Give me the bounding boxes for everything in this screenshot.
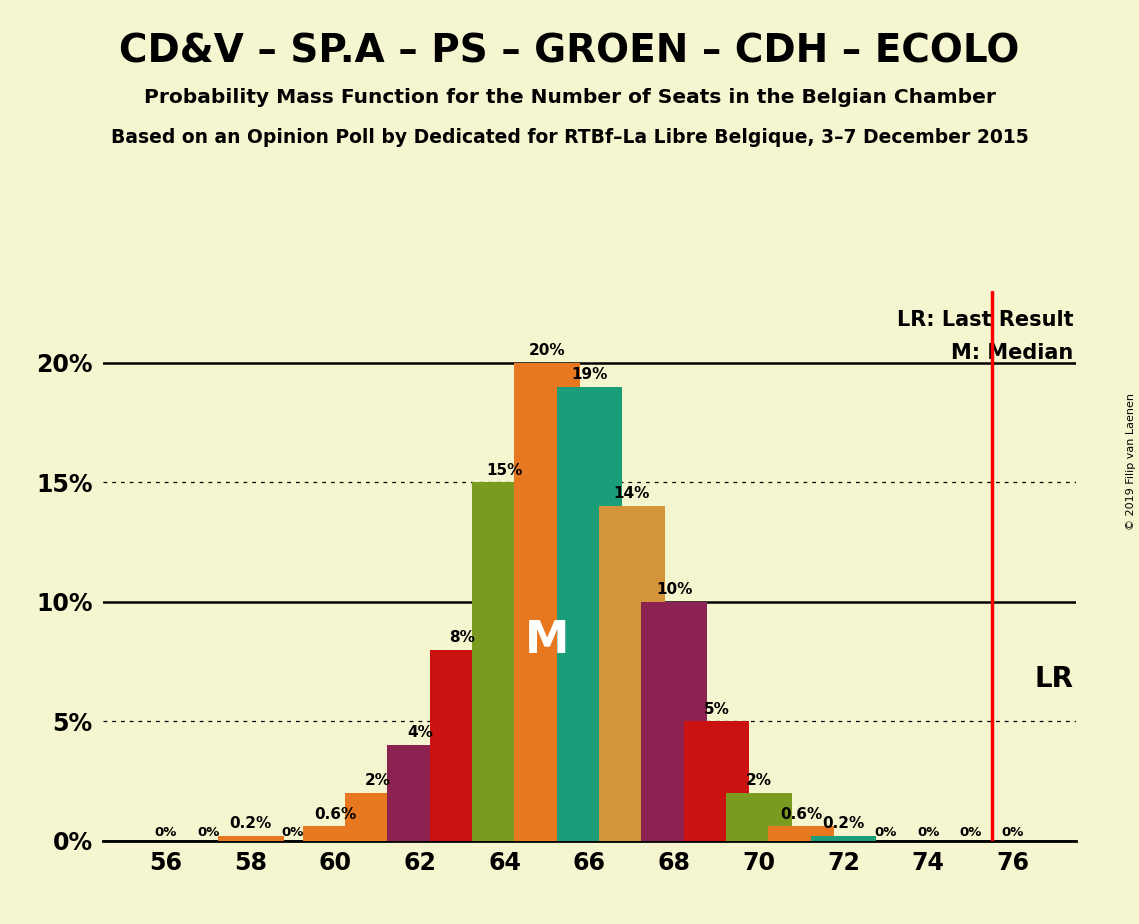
Text: 0%: 0% (917, 826, 940, 839)
Text: 0%: 0% (959, 826, 982, 839)
Text: M: Median: M: Median (951, 344, 1073, 363)
Text: LR: LR (1034, 664, 1073, 693)
Text: 14%: 14% (614, 486, 650, 502)
Bar (599, 506, 664, 841)
Text: © 2019 Filip van Laenen: © 2019 Filip van Laenen (1125, 394, 1136, 530)
Text: 0.2%: 0.2% (230, 816, 272, 832)
Bar (387, 746, 453, 841)
Text: 5%: 5% (704, 701, 729, 716)
Text: CD&V – SP.A – PS – GROEN – CDH – ECOLO: CD&V – SP.A – PS – GROEN – CDH – ECOLO (120, 32, 1019, 70)
Text: M: M (525, 618, 570, 662)
Text: Based on an Opinion Poll by Dedicated for RTBf–La Libre Belgique, 3–7 December 2: Based on an Opinion Poll by Dedicated fo… (110, 128, 1029, 147)
Bar (641, 602, 707, 841)
Bar (557, 386, 622, 841)
Text: 20%: 20% (528, 343, 565, 358)
Text: 0%: 0% (197, 826, 220, 839)
Bar (683, 722, 749, 841)
Text: 0.6%: 0.6% (314, 807, 357, 821)
Text: 0%: 0% (875, 826, 898, 839)
Text: Probability Mass Function for the Number of Seats in the Belgian Chamber: Probability Mass Function for the Number… (144, 88, 995, 107)
Bar (515, 363, 580, 841)
Bar (303, 826, 368, 841)
Bar (429, 650, 495, 841)
Text: 0%: 0% (1001, 826, 1024, 839)
Bar (726, 793, 792, 841)
Text: 2%: 2% (746, 773, 772, 788)
Text: 0.6%: 0.6% (780, 807, 822, 821)
Text: 19%: 19% (572, 367, 607, 382)
Text: 8%: 8% (450, 630, 475, 645)
Text: 10%: 10% (656, 582, 693, 597)
Bar (769, 826, 834, 841)
Text: 0%: 0% (281, 826, 304, 839)
Text: 15%: 15% (486, 463, 523, 478)
Text: LR: Last Result: LR: Last Result (896, 310, 1073, 330)
Text: 2%: 2% (364, 773, 391, 788)
Text: 0%: 0% (155, 826, 178, 839)
Bar (218, 836, 284, 841)
Bar (811, 836, 876, 841)
Bar (472, 482, 538, 841)
Text: 4%: 4% (407, 725, 433, 740)
Text: 0.2%: 0.2% (822, 816, 865, 832)
Bar (345, 793, 410, 841)
